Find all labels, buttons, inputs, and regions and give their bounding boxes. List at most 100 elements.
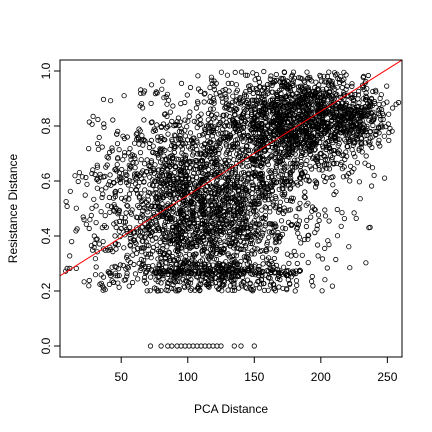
- data-point: [158, 255, 164, 262]
- data-point: [86, 146, 92, 152]
- data-point: [262, 197, 268, 203]
- data-point: [170, 209, 176, 215]
- data-point: [118, 180, 124, 186]
- data-point: [286, 260, 292, 266]
- data-point: [210, 221, 216, 227]
- data-point: [148, 274, 154, 280]
- data-point: [135, 276, 141, 282]
- data-point: [100, 96, 107, 103]
- data-point: [111, 202, 117, 208]
- data-point: [125, 265, 131, 271]
- data-point: [124, 254, 130, 260]
- data-point: [242, 284, 248, 290]
- data-point: [130, 252, 136, 258]
- data-point: [113, 246, 119, 252]
- data-point: [102, 213, 108, 219]
- data-point: [94, 185, 100, 191]
- data-point: [264, 241, 270, 247]
- data-point: [333, 256, 339, 263]
- data-point: [193, 251, 199, 257]
- data-point: [241, 254, 247, 260]
- data-point: [316, 217, 322, 224]
- data-point: [147, 182, 153, 188]
- data-point: [138, 245, 144, 251]
- data-point: [185, 226, 191, 232]
- data-point: [208, 254, 214, 260]
- data-point: [100, 239, 106, 245]
- data-point: [165, 218, 171, 225]
- data-point: [127, 146, 133, 152]
- data-point: [246, 233, 252, 240]
- data-point: [315, 253, 321, 259]
- data-point: [169, 172, 175, 178]
- data-point: [278, 218, 285, 224]
- data-point: [178, 80, 185, 87]
- data-point: [240, 195, 246, 201]
- data-point: [140, 142, 146, 148]
- data-point: [244, 277, 251, 283]
- data-point: [100, 246, 107, 252]
- data-point: [265, 255, 272, 261]
- data-point: [125, 182, 131, 188]
- data-point: [266, 221, 272, 227]
- data-point: [165, 131, 171, 137]
- data-point: [89, 121, 95, 127]
- data-point: [116, 228, 122, 234]
- data-point: [281, 205, 287, 211]
- data-point: [117, 177, 123, 183]
- data-point: [132, 140, 138, 146]
- data-point: [121, 245, 127, 251]
- y-tick-label: 1.0: [39, 62, 53, 79]
- data-point: [179, 215, 185, 221]
- data-point: [102, 287, 108, 293]
- data-point: [73, 265, 79, 271]
- data-point: [254, 188, 260, 194]
- data-point: [94, 162, 100, 168]
- data-point: [297, 200, 303, 206]
- data-point: [305, 259, 311, 266]
- data-point: [158, 180, 164, 186]
- data-point: [291, 248, 297, 254]
- data-point: [101, 124, 107, 130]
- data-point: [241, 239, 247, 246]
- data-points: [63, 68, 402, 349]
- data-point: [175, 278, 181, 284]
- data-point: [231, 219, 237, 225]
- data-point: [353, 215, 359, 221]
- data-point: [160, 192, 166, 198]
- data-point: [117, 188, 124, 194]
- data-point: [145, 209, 151, 215]
- data-point: [139, 224, 145, 230]
- data-point: [308, 166, 315, 172]
- data-point: [189, 209, 195, 215]
- data-point: [75, 178, 81, 185]
- data-point: [187, 209, 193, 215]
- data-point: [132, 165, 138, 171]
- data-point: [150, 209, 156, 216]
- data-point: [259, 207, 265, 213]
- data-point: [236, 220, 242, 226]
- data-point: [276, 273, 282, 279]
- data-point: [158, 280, 164, 286]
- data-point: [251, 218, 257, 224]
- data-point: [195, 261, 201, 267]
- x-axis-label: PCA Distance: [194, 402, 268, 416]
- data-point: [255, 227, 262, 233]
- data-point: [94, 249, 100, 255]
- data-point: [110, 207, 117, 213]
- data-point: [258, 281, 264, 287]
- data-point: [245, 205, 251, 211]
- data-point: [190, 212, 196, 218]
- data-point: [276, 186, 282, 192]
- data-point: [218, 246, 224, 252]
- data-point: [270, 199, 276, 205]
- data-point: [116, 147, 122, 153]
- data-point: [96, 241, 103, 247]
- data-point: [133, 214, 139, 220]
- data-point: [159, 86, 165, 92]
- data-point: [199, 251, 206, 257]
- data-point: [63, 199, 69, 205]
- data-point: [186, 252, 193, 258]
- data-point: [109, 145, 115, 151]
- data-point: [226, 171, 232, 177]
